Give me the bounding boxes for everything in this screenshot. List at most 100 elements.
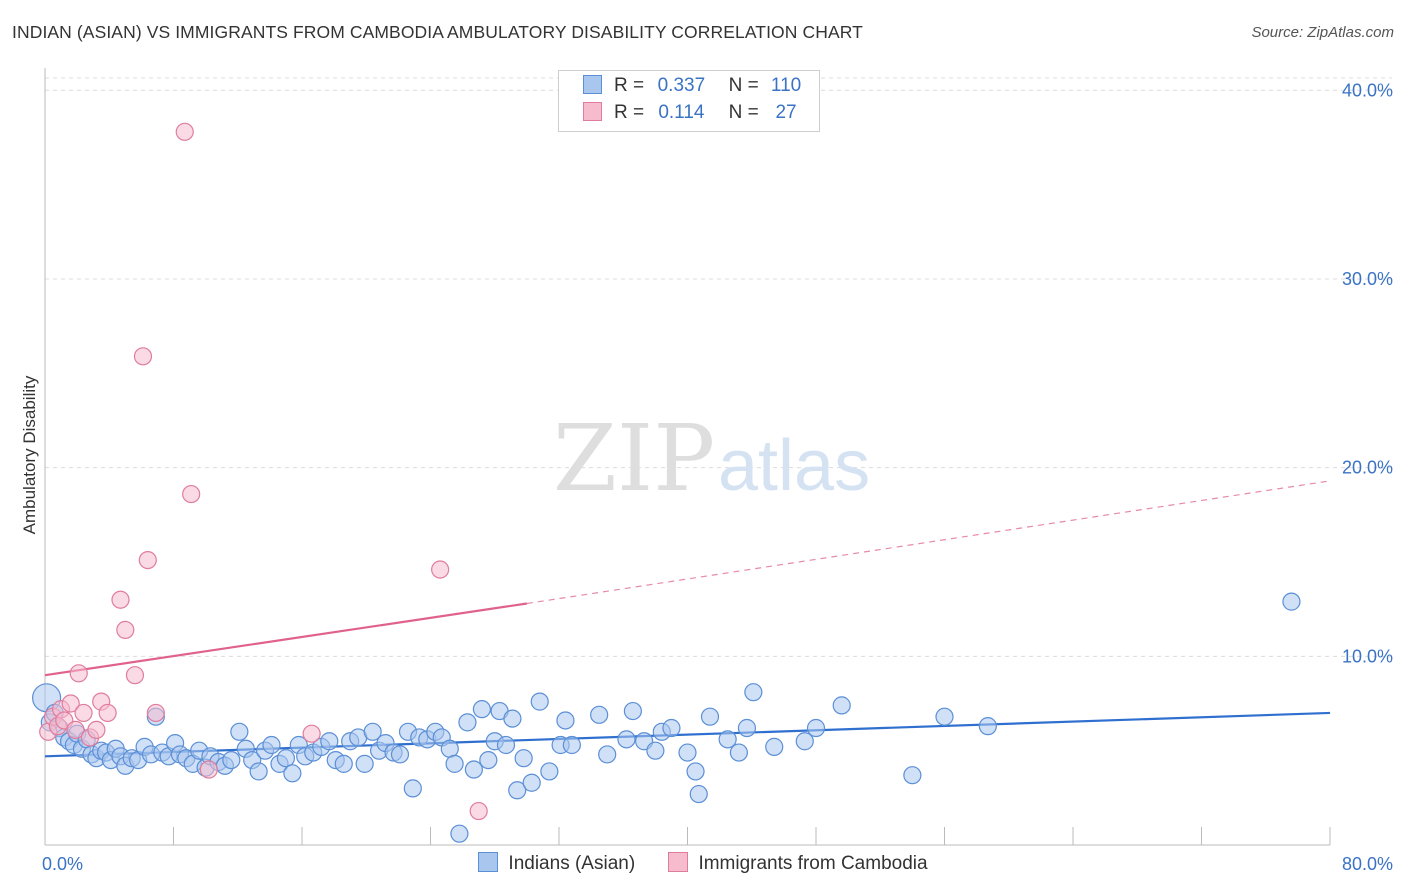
trend-line-cambodia <box>44 602 528 677</box>
legend-swatch-blue <box>478 852 499 872</box>
legend-n-label: N = <box>728 75 759 96</box>
point-indians <box>978 717 997 736</box>
point-cambodia <box>182 484 201 504</box>
point-indians <box>540 762 559 781</box>
legend-item-cambodia: Immigrants from Cambodia <box>668 852 928 875</box>
x-tick-label: 0.0% <box>42 854 83 874</box>
legend-r-label: R = <box>614 75 645 96</box>
legend-r-value: 0.337 <box>657 75 706 96</box>
legend-item-indians: Indians (Asian) <box>478 852 635 875</box>
point-indians <box>530 692 549 711</box>
point-indians <box>262 735 281 755</box>
y-tick-label: 20.0% <box>1342 458 1393 478</box>
point-indians <box>320 732 339 751</box>
trend-line-cambodia-extension <box>526 480 1331 605</box>
y-axis-label: Ambulatory Disability <box>20 375 39 534</box>
watermark-atlas: atlas <box>718 426 870 506</box>
point-cambodia <box>61 694 80 713</box>
point-indians <box>514 749 533 768</box>
y-tick-label: 40.0% <box>1342 80 1393 100</box>
point-cambodia <box>133 347 153 366</box>
point-indians <box>562 735 581 755</box>
point-indians <box>503 709 522 728</box>
point-indians <box>590 705 609 724</box>
point-cambodia <box>469 801 488 821</box>
point-indians <box>806 718 826 738</box>
legend-row-cambodia: R = 0.114 N = 27 <box>583 102 808 128</box>
point-indians <box>450 824 469 843</box>
point-cambodia <box>111 590 130 609</box>
point-indians <box>522 773 541 792</box>
point-cambodia <box>116 620 135 640</box>
legend-label-indians: Indians (Asian) <box>508 853 636 874</box>
point-indians <box>1282 592 1301 611</box>
legend-r-value: 0.114 <box>658 102 705 123</box>
point-cambodia <box>302 724 321 743</box>
point-indians <box>744 683 763 702</box>
point-indians <box>276 749 296 768</box>
source-credit: Source: ZipAtlas.com <box>1251 24 1394 41</box>
point-cambodia <box>125 666 145 685</box>
point-indians <box>737 718 757 738</box>
point-indians <box>729 743 749 762</box>
legend-row-indians: R = 0.337 N = 110 <box>583 75 808 101</box>
point-indians <box>222 750 241 770</box>
point-cambodia <box>431 560 450 579</box>
point-indians <box>623 701 642 721</box>
point-indians <box>496 735 516 755</box>
point-cambodia <box>87 720 106 740</box>
point-indians <box>445 754 464 773</box>
point-indians <box>765 737 784 756</box>
trend-layer <box>44 480 1331 758</box>
point-indians <box>508 781 527 800</box>
point-indians <box>403 779 422 798</box>
legend-swatch-pink <box>583 102 602 121</box>
point-cambodia <box>146 703 165 723</box>
legend-swatch-blue <box>583 75 602 94</box>
legend-n-label: N = <box>728 102 759 123</box>
point-indians <box>646 741 665 760</box>
point-indians <box>390 745 410 764</box>
point-cambodia <box>138 551 157 570</box>
series-legend: Indians (Asian) Immigrants from Cambodia <box>0 852 1406 875</box>
point-indians <box>334 754 353 773</box>
point-indians <box>458 713 477 732</box>
point-indians <box>903 766 922 785</box>
point-indians <box>479 750 498 770</box>
point-indians <box>795 732 814 751</box>
point-indians <box>678 743 697 762</box>
point-cambodia <box>98 703 117 723</box>
point-indians <box>249 762 268 781</box>
point-cambodia <box>74 703 93 723</box>
point-indians <box>464 760 483 779</box>
legend-n-value: 110 <box>770 75 802 96</box>
point-indians <box>832 696 851 715</box>
point-cambodia <box>66 720 85 740</box>
legend-n-value: 27 <box>775 102 797 123</box>
points-layer <box>32 122 1301 843</box>
correlation-legend: R = 0.337 N = 110 R = 0.114 N = 27 <box>558 70 820 132</box>
point-indians <box>689 784 708 804</box>
watermark: ZIP atlas <box>553 405 870 512</box>
y-tick-label: 30.0% <box>1342 269 1393 289</box>
grid-layer <box>45 77 1392 657</box>
point-indians <box>617 730 636 749</box>
legend-label-cambodia: Immigrants from Cambodia <box>698 853 928 874</box>
point-indians <box>355 754 374 773</box>
point-indians <box>230 722 249 741</box>
point-cambodia <box>199 760 218 779</box>
point-indians <box>363 722 382 741</box>
point-cambodia <box>175 122 194 141</box>
point-indians <box>472 700 491 719</box>
point-indians <box>718 730 737 749</box>
legend-r-label: R = <box>614 102 645 123</box>
tick-labels: 10.0% 20.0% 30.0% 40.0% 0.0% 80.0% <box>42 80 1393 874</box>
point-indians <box>598 745 617 764</box>
point-indians <box>440 739 459 758</box>
point-indians <box>556 711 575 730</box>
point-cambodia <box>69 664 88 683</box>
y-tick-label: 10.0% <box>1342 646 1393 666</box>
watermark-zip: ZIP <box>553 405 715 512</box>
point-indians <box>935 707 954 726</box>
